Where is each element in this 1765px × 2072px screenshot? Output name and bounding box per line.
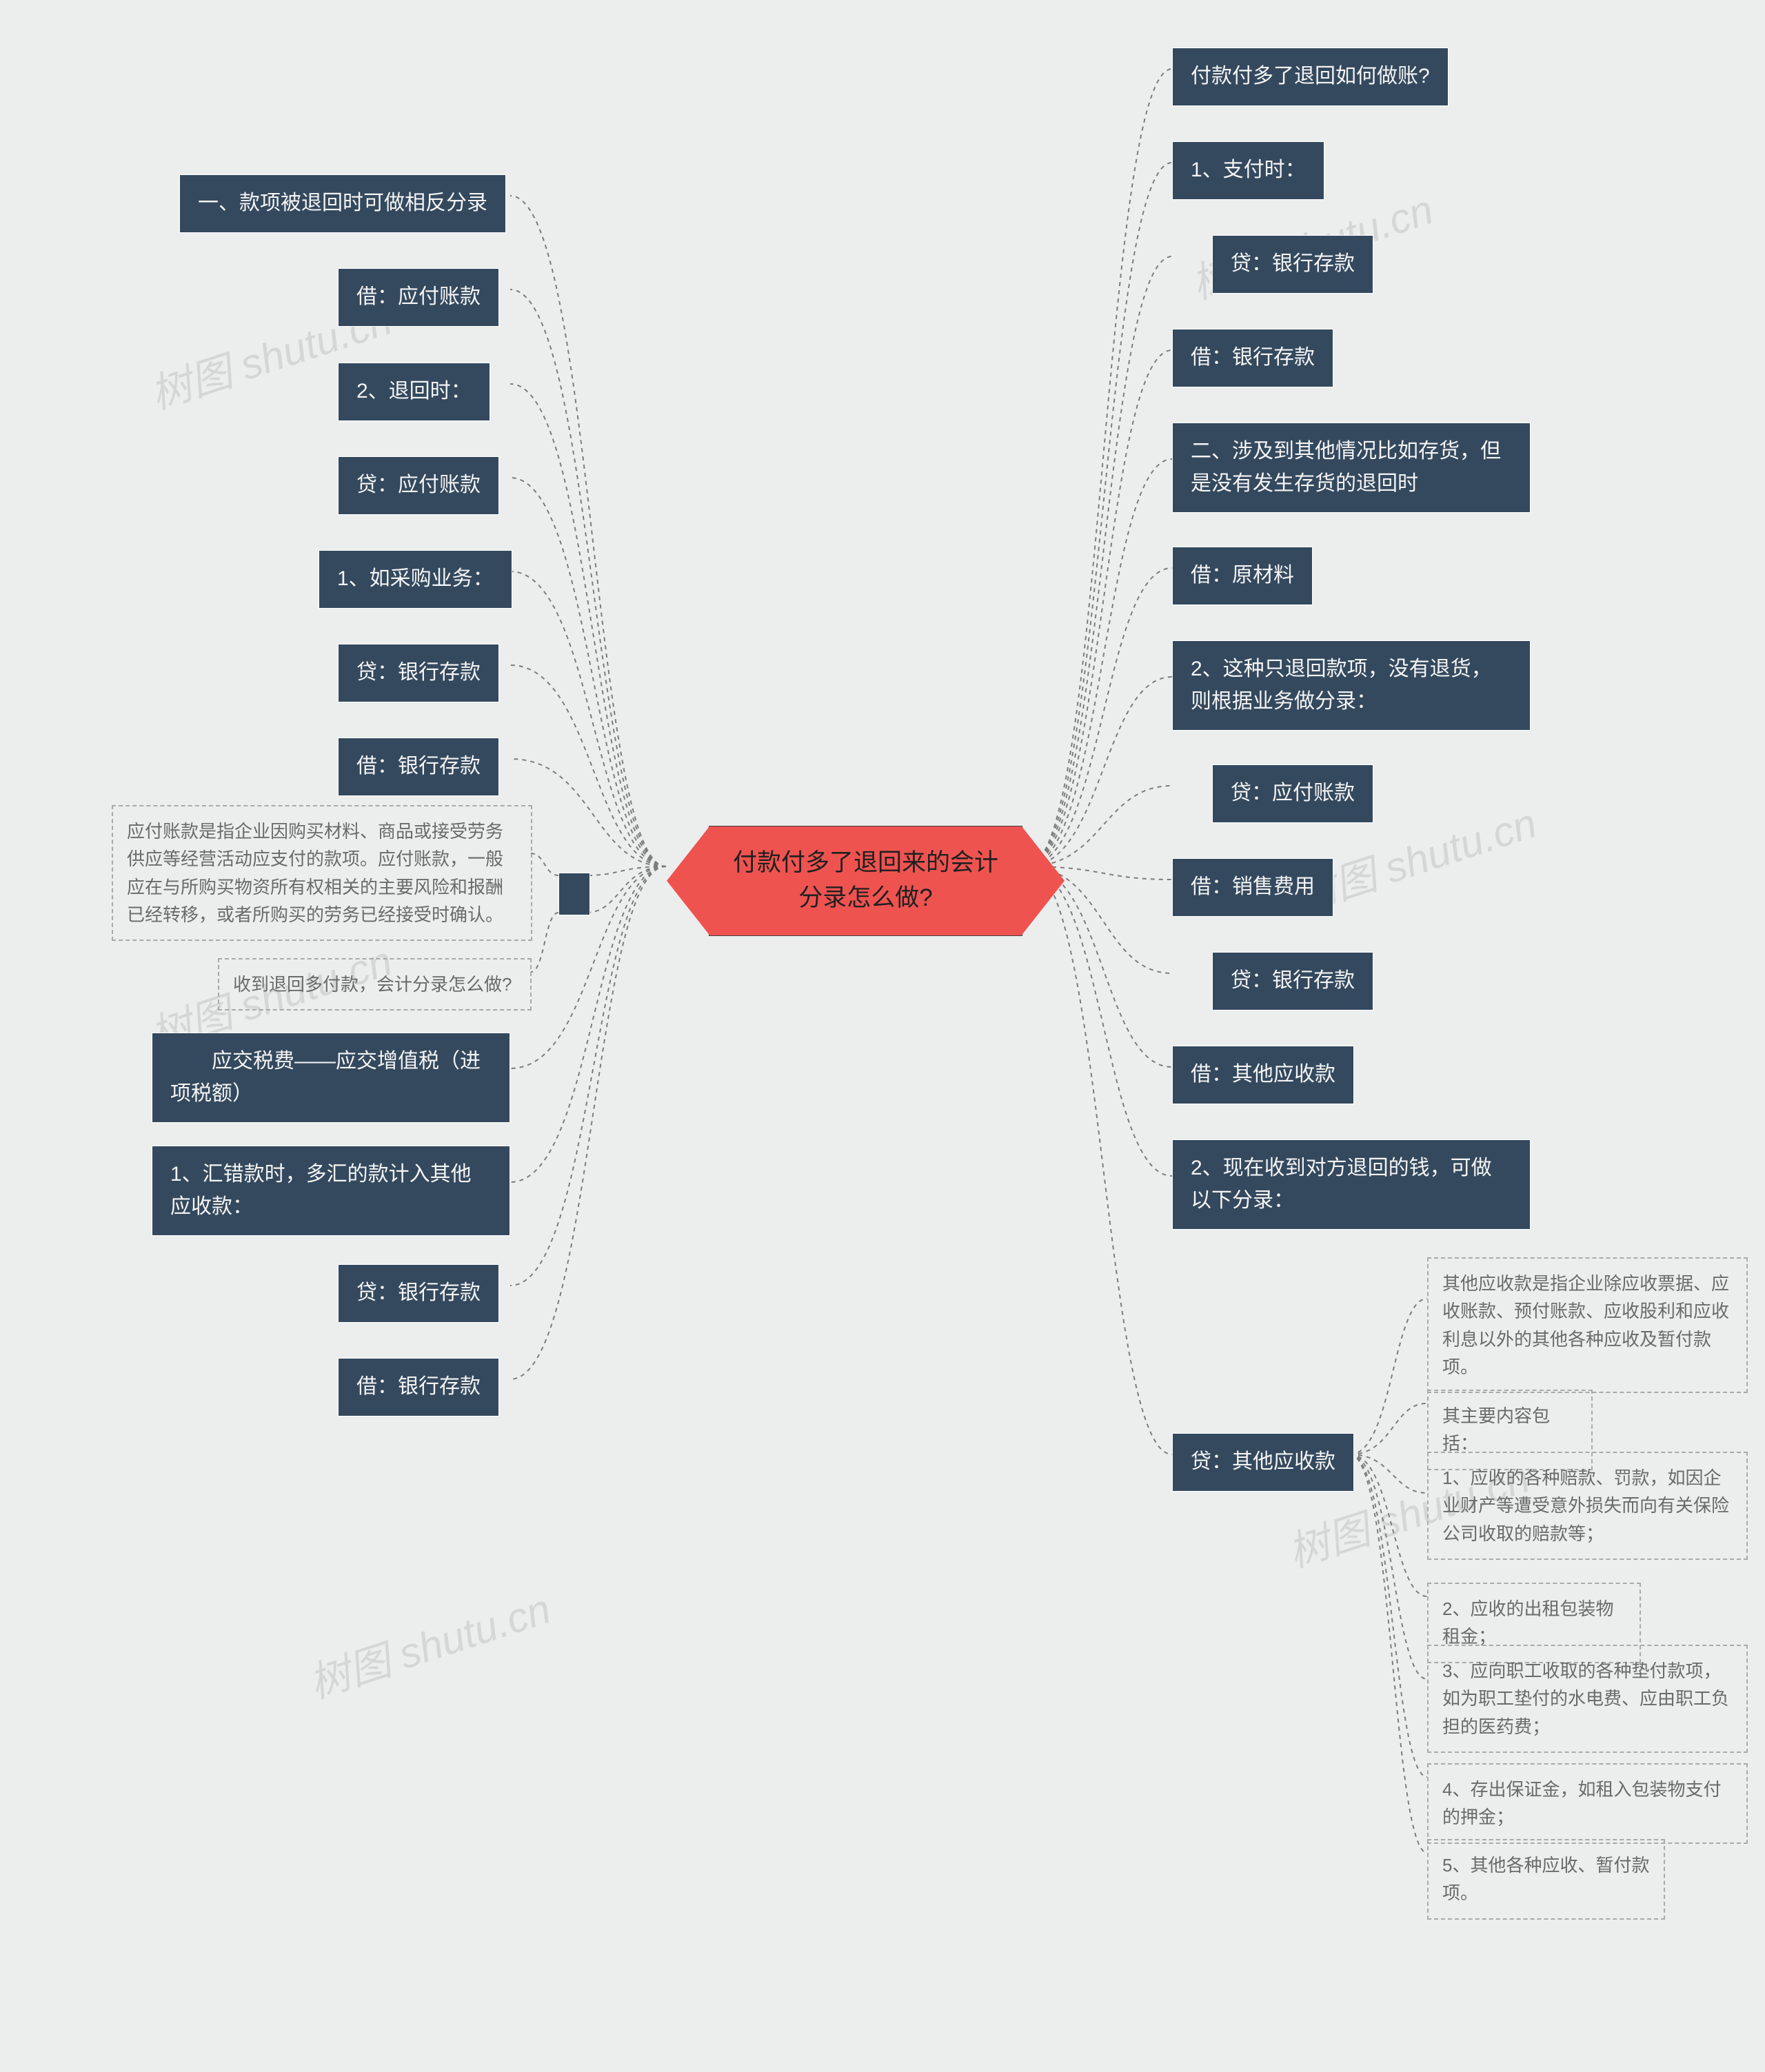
node-label: 一、款项被退回时可做相反分录 (198, 192, 487, 214)
right-node[interactable]: 付款付多了退回如何做账? (1172, 48, 1449, 106)
left-node[interactable]: 借：银行存款 (338, 738, 499, 796)
node-label: 贷：银行存款 (356, 1281, 481, 1304)
right-node[interactable]: 借：其他应收款 (1172, 1046, 1354, 1104)
node-label: 借：银行存款 (356, 755, 481, 778)
right-node[interactable]: 贷：银行存款 (1212, 952, 1373, 1010)
left-node[interactable]: 1、如采购业务： (319, 550, 512, 609)
left-node[interactable]: 1、汇错款时，多汇的款计入其他应收款： (152, 1146, 510, 1236)
right-node[interactable]: 1、支付时： (1172, 141, 1324, 200)
right-note: 其他应收款是指企业除应收票据、应收账款、预付账款、应收股利和应收利息以外的其他各… (1427, 1257, 1748, 1393)
node-label: 1、支付时： (1191, 159, 1306, 181)
right-node[interactable]: 贷：银行存款 (1212, 235, 1373, 294)
watermark: 树图 shutu.cn (300, 1576, 557, 1710)
left-node[interactable]: 贷：应付账款 (338, 456, 499, 515)
left-node[interactable]: 贷：银行存款 (338, 644, 499, 702)
note-label: 其他应收款是指企业除应收票据、应收账款、预付账款、应收股利和应收利息以外的其他各… (1442, 1273, 1729, 1377)
node-label: 付款付多了退回如何做账? (1191, 65, 1430, 88)
right-node[interactable]: 借：原材料 (1172, 547, 1313, 605)
left-node[interactable]: 2、退回时： (338, 363, 490, 421)
right-note: 3、应向职工收取的各种垫付款项，如为职工垫付的水电费、应由职工负担的医药费； (1427, 1645, 1748, 1753)
node-label: 借：银行存款 (356, 1375, 481, 1398)
node-label: 借：应付账款 (356, 285, 481, 308)
left-note: 收到退回多付款，会计分录怎么做? (218, 958, 532, 1010)
right-node[interactable]: 借：销售费用 (1172, 858, 1333, 917)
right-node[interactable]: 借：银行存款 (1172, 329, 1333, 387)
left-node[interactable]: 借：应付账款 (338, 268, 499, 327)
note-label: 收到退回多付款，会计分录怎么做? (233, 974, 512, 995)
node-label: 借：原材料 (1191, 564, 1294, 587)
node-label: 贷：银行存款 (1231, 252, 1355, 275)
node-label: 贷：应付账款 (356, 474, 481, 496)
note-label: 5、其他各种应收、暂付款项。 (1442, 1855, 1649, 1903)
left-node[interactable]: 借：银行存款 (338, 1358, 499, 1416)
right-note: 4、存出保证金，如租入包装物支付的押金； (1427, 1763, 1748, 1844)
node-label: 借：银行存款 (1191, 346, 1315, 369)
left-node[interactable]: 一、款项被退回时可做相反分录 (179, 174, 506, 233)
node-label: 贷：银行存款 (1231, 969, 1355, 992)
node-label: 贷：银行存款 (356, 661, 481, 684)
right-node[interactable]: 贷：其他应收款 (1172, 1433, 1354, 1492)
right-node[interactable]: 2、这种只退回款项，没有退货，则根据业务做分录： (1172, 640, 1531, 731)
mindmap-canvas: 树图 shutu.cn 树图 shutu.cn 树图 shutu.cn 树图 s… (0, 0, 1765, 2072)
note-label: 1、应收的各种赔款、罚款，如因企业财产等遭受意外损失而向有关保险公司收取的赔款等… (1442, 1467, 1729, 1544)
note-label: 3、应向职工收取的各种垫付款项，如为职工垫付的水电费、应由职工负担的医药费； (1442, 1660, 1729, 1737)
hub-block (558, 873, 590, 915)
node-label: 二、涉及到其他情况比如存货，但是没有发生存货的退回时 (1191, 440, 1501, 495)
node-label: 贷：其他应收款 (1191, 1450, 1335, 1473)
node-label: 1、汇错款时，多汇的款计入其他应收款： (170, 1163, 472, 1218)
right-node[interactable]: 二、涉及到其他情况比如存货，但是没有发生存货的退回时 (1172, 423, 1531, 513)
right-note: 5、其他各种应收、暂付款项。 (1427, 1839, 1665, 1920)
note-label: 4、存出保证金，如租入包装物支付的押金； (1442, 1779, 1721, 1827)
node-label: 1、如采购业务： (337, 567, 494, 590)
note-label: 应付账款是指企业因购买材料、商品或接受劳务供应等经营活动应支付的款项。应付账款，… (127, 821, 503, 925)
right-note: 1、应收的各种赔款、罚款，如因企业财产等遭受意外损失而向有关保险公司收取的赔款等… (1427, 1452, 1748, 1560)
node-label: 借：销售费用 (1191, 875, 1315, 898)
left-node[interactable]: 应交税费——应交增值税（进项税额） (152, 1033, 510, 1123)
node-label: 2、退回时： (356, 380, 472, 403)
center-label: 付款付多了退回来的会计分录怎么做? (733, 849, 998, 911)
node-label: 应交税费——应交增值税（进项税额） (170, 1050, 481, 1105)
center-node[interactable]: 付款付多了退回来的会计分录怎么做? (709, 826, 1022, 936)
node-label: 借：其他应收款 (1191, 1063, 1335, 1086)
left-node[interactable]: 贷：银行存款 (338, 1264, 499, 1323)
right-node[interactable]: 2、现在收到对方退回的钱，可做以下分录： (1172, 1139, 1531, 1230)
right-node[interactable]: 贷：应付账款 (1212, 764, 1373, 823)
note-label: 其主要内容包括： (1442, 1405, 1550, 1454)
node-label: 2、这种只退回款项，没有退货，则根据业务做分录： (1191, 658, 1492, 713)
left-note: 应付账款是指企业因购买材料、商品或接受劳务供应等经营活动应支付的款项。应付账款，… (112, 805, 532, 941)
note-label: 2、应收的出租包装物租金； (1442, 1598, 1613, 1647)
node-label: 2、现在收到对方退回的钱，可做以下分录： (1191, 1157, 1492, 1212)
node-label: 贷：应付账款 (1231, 782, 1355, 804)
